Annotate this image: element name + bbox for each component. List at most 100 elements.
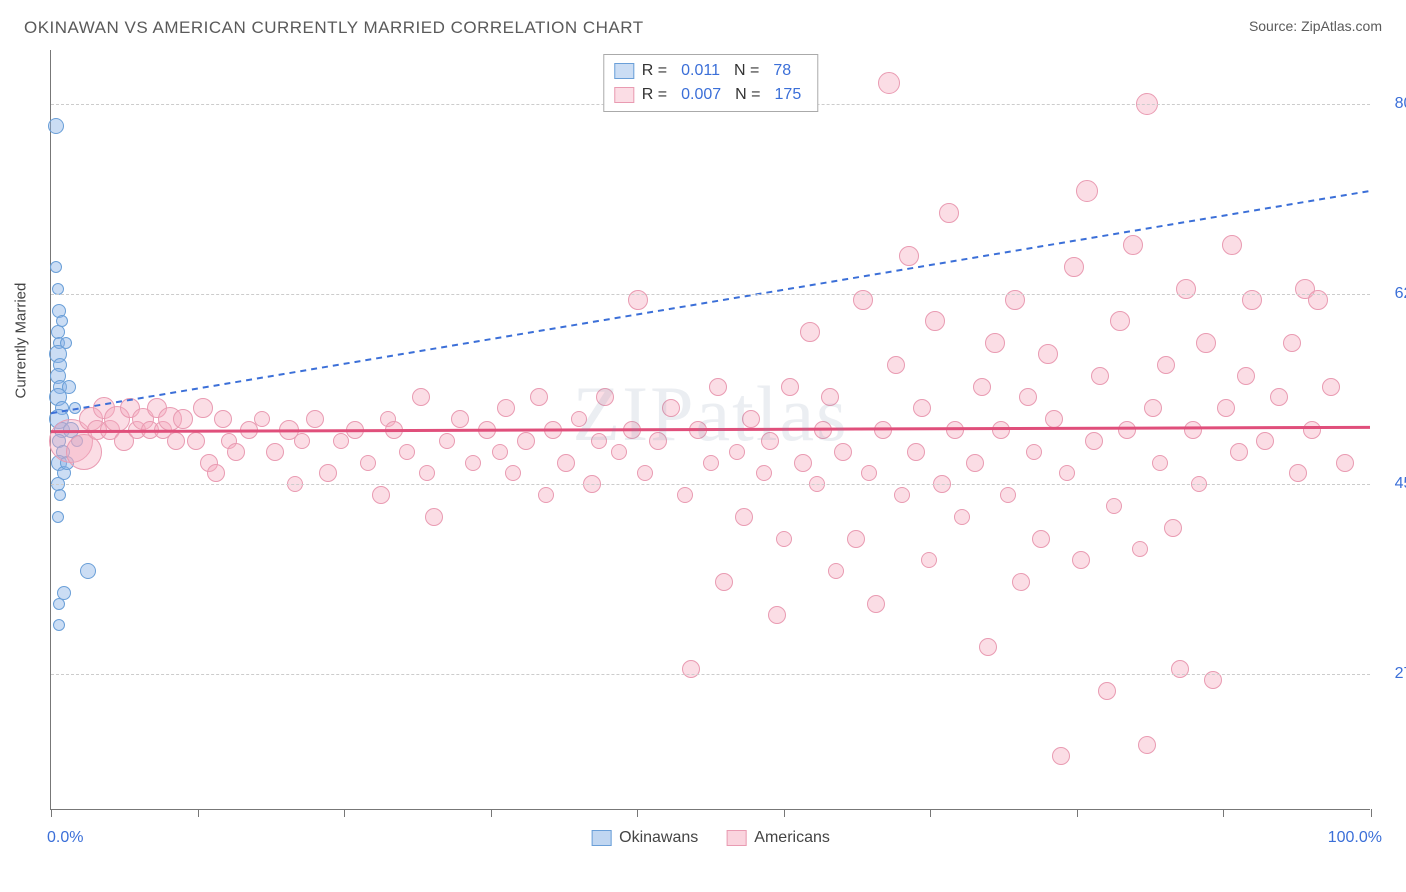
data-point (834, 443, 852, 461)
data-point (1038, 344, 1058, 364)
data-point (1032, 530, 1050, 548)
data-point (1303, 421, 1321, 439)
data-point (1076, 180, 1098, 202)
data-point (451, 410, 469, 428)
data-point (1184, 421, 1202, 439)
data-point (385, 421, 403, 439)
data-point (227, 443, 245, 461)
data-point (254, 411, 270, 427)
data-point (992, 421, 1010, 439)
y-tick-label: 45.0% (1380, 475, 1406, 493)
data-point (1289, 464, 1307, 482)
data-point (497, 399, 515, 417)
data-point (821, 388, 839, 406)
data-point (637, 465, 653, 481)
legend-series: OkinawansAmericans (591, 829, 830, 847)
chart-title: OKINAWAN VS AMERICAN CURRENTLY MARRIED C… (24, 18, 644, 38)
y-tick-label: 62.5% (1380, 285, 1406, 303)
data-point (1026, 444, 1042, 460)
data-point (1270, 388, 1288, 406)
data-point (372, 486, 390, 504)
data-point (1237, 367, 1255, 385)
data-point (48, 118, 64, 134)
data-point (756, 465, 772, 481)
data-point (1000, 487, 1016, 503)
data-point (874, 421, 892, 439)
data-point (729, 444, 745, 460)
data-point (1106, 498, 1122, 514)
gridline-h (51, 484, 1370, 485)
data-point (571, 411, 587, 427)
data-point (80, 563, 96, 579)
data-point (623, 421, 641, 439)
data-point (53, 598, 65, 610)
data-point (1045, 410, 1063, 428)
data-point (946, 421, 964, 439)
data-point (1059, 465, 1075, 481)
data-point (1222, 235, 1242, 255)
data-point (814, 421, 832, 439)
data-point (1098, 682, 1116, 700)
data-point (69, 402, 81, 414)
legend-n-value: 78 (773, 59, 791, 83)
data-point (319, 464, 337, 482)
data-point (52, 511, 64, 523)
legend-r-value: 0.011 (681, 59, 720, 83)
data-point (861, 465, 877, 481)
data-point (715, 573, 733, 591)
data-point (505, 465, 521, 481)
data-point (214, 410, 232, 428)
data-point (173, 409, 193, 429)
legend-stats-row: R =0.011N =78 (614, 59, 807, 83)
data-point (867, 595, 885, 613)
data-point (557, 454, 575, 472)
data-point (439, 433, 455, 449)
data-point (419, 465, 435, 481)
y-tick-label: 27.5% (1380, 665, 1406, 683)
legend-r-label: R = (642, 83, 667, 107)
data-point (306, 410, 324, 428)
data-point (1336, 454, 1354, 472)
legend-stats: R =0.011N =78R =0.007N =175 (603, 54, 818, 112)
data-point (1164, 519, 1182, 537)
data-point (187, 432, 205, 450)
data-point (62, 380, 76, 394)
data-point (1091, 367, 1109, 385)
data-point (1217, 399, 1235, 417)
x-tick (1223, 809, 1224, 817)
data-point (894, 487, 910, 503)
data-point (761, 432, 779, 450)
data-point (649, 432, 667, 450)
data-point (1012, 573, 1030, 591)
x-tick (784, 809, 785, 817)
data-point (478, 421, 496, 439)
data-point (1322, 378, 1340, 396)
data-point (1283, 334, 1301, 352)
data-point (1138, 736, 1156, 754)
data-point (907, 443, 925, 461)
y-tick-label: 80.0% (1380, 95, 1406, 113)
data-point (1085, 432, 1103, 450)
data-point (54, 489, 66, 501)
data-point (360, 455, 376, 471)
data-point (52, 283, 64, 295)
data-point (544, 421, 562, 439)
data-point (921, 552, 937, 568)
data-point (1005, 290, 1025, 310)
data-point (939, 203, 959, 223)
data-point (294, 433, 310, 449)
data-point (887, 356, 905, 374)
legend-series-label: Okinawans (619, 829, 698, 847)
data-point (60, 337, 72, 349)
data-point (1256, 432, 1274, 450)
data-point (465, 455, 481, 471)
x-tick (930, 809, 931, 817)
legend-swatch (614, 63, 634, 79)
x-tick (51, 809, 52, 817)
y-axis-title: Currently Married (13, 282, 30, 398)
data-point (1052, 747, 1070, 765)
gridline-h (51, 674, 1370, 675)
data-point (425, 508, 443, 526)
data-point (1308, 290, 1328, 310)
data-point (954, 509, 970, 525)
